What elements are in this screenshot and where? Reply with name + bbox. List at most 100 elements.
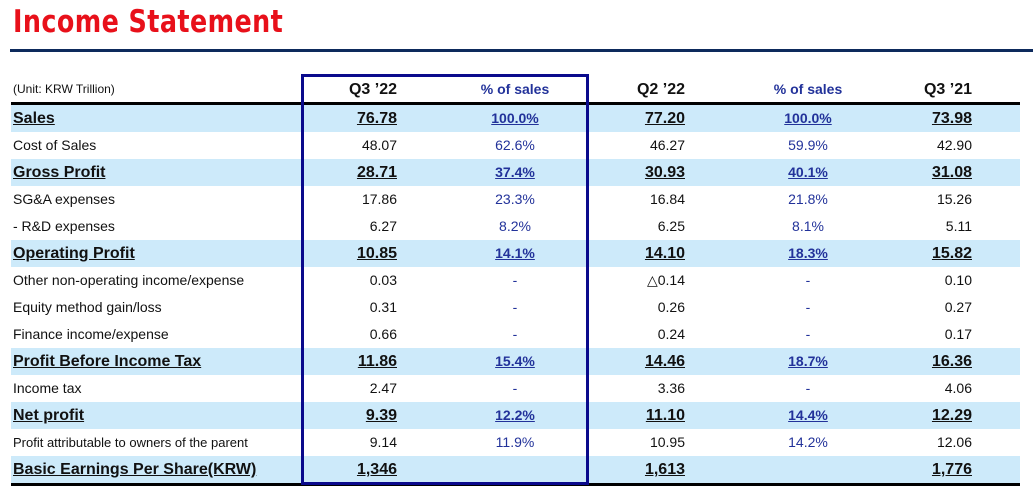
table-header: (Unit: KRW Trillion) Q3 ’22 % of sales Q… [11,77,1020,105]
q3-22-highlight-box [301,74,589,485]
row-label: Sales [13,110,55,127]
table-row: Equity method gain/loss 0.31 - 0.26 - 0.27 [11,294,1020,321]
table-row: Operating Profit 10.85 14.1% 14.10 18.3% 15.8… [11,240,1020,267]
col-header-pct-q3-22: % of sales [480,81,550,97]
value-q3-21: 42.90 [936,137,972,153]
value-q3-22: 0.66 [369,326,397,342]
value-q3-21: 5.11 [945,218,972,234]
col-header-q3-22: Q3 ’22 [348,81,397,98]
value-q3-22: 2.47 [369,380,397,396]
value-q2-22: 0.26 [657,299,685,315]
value-q3-21: 1,776 [931,461,972,478]
row-label: Profit attributable to owners of the par… [13,435,248,450]
page-title: Income Statement [13,4,284,40]
value-q3-22: 0.03 [369,272,397,288]
value-q3-21: 12.29 [931,407,972,424]
value-q2-22: 46.27 [649,137,685,153]
pct-q3-22: - [512,272,518,288]
pct-q3-22: 62.6% [495,137,535,153]
value-q3-21: 73.98 [931,110,972,127]
row-label: Net profit [13,407,85,424]
table-row: Sales 76.78 100.0% 77.20 100.0% 73.98 [11,105,1020,132]
pct-q2-22: 59.9% [788,137,828,153]
table-row: Gross Profit 28.71 37.4% 30.93 40.1% 31.08 [11,159,1020,186]
table-row: Income tax 2.47 - 3.36 - 4.06 [11,375,1020,402]
pct-q3-22: 23.3% [495,191,535,207]
table-row: Profit Before Income Tax 11.86 15.4% 14.46 1… [11,348,1020,375]
title-divider [10,49,1033,52]
row-label: Gross Profit [13,164,106,181]
value-q3-22: 9.39 [365,407,397,424]
table-row: SG&A expenses 17.86 23.3% 16.84 21.8% 15.26 [11,186,1020,213]
pct-q2-22: 18.7% [788,353,828,369]
col-header-q3-21: Q3 ’21 [923,81,972,98]
row-label: Basic Earnings Per Share(KRW) [13,461,257,478]
row-label: Other non-operating income/expense [13,272,245,288]
row-label: Cost of Sales [13,137,97,153]
value-q3-22: 0.31 [369,299,397,315]
table-row: - R&D expenses 6.27 8.2% 6.25 8.1% 5.11 [11,213,1020,240]
value-q2-22: 16.84 [649,191,685,207]
row-label: Operating Profit [13,245,135,262]
row-label: Finance income/expense [13,326,169,342]
pct-q2-22: 8.1% [792,218,824,234]
pct-q2-22: 40.1% [788,164,828,180]
value-q3-21: 31.08 [931,164,972,181]
pct-q3-22: - [512,326,518,342]
value-q2-22: 14.10 [644,245,685,262]
pct-q2-22: 21.8% [788,191,828,207]
row-label: SG&A expenses [13,191,115,207]
value-q3-22: 48.07 [361,137,397,153]
value-q3-21: 4.06 [944,380,972,396]
table-row: Net profit 9.39 12.2% 11.10 14.4% 12.29 [11,402,1020,429]
pct-q2-22: 14.2% [788,434,828,450]
pct-q3-22: 14.1% [495,245,535,261]
value-q3-22: 6.27 [369,218,397,234]
value-q3-22: 17.86 [361,191,397,207]
pct-q2-22: - [805,299,811,315]
value-q3-21: 0.27 [944,299,972,315]
row-label: Equity method gain/loss [13,299,162,315]
pct-q3-22: - [512,380,518,396]
pct-q3-22: 8.2% [499,218,531,234]
value-q2-22: 11.10 [645,407,685,424]
row-label: Income tax [13,380,82,396]
value-q2-22: 77.20 [644,110,685,127]
table-row: Cost of Sales 48.07 62.6% 46.27 59.9% 42.90 [11,132,1020,159]
row-label: - R&D expenses [13,218,115,234]
value-q3-22: 28.71 [356,164,397,181]
value-q3-21: 16.36 [931,353,972,370]
value-q3-22: 1,346 [356,461,397,478]
value-q3-21: 0.10 [944,272,972,288]
row-label: Profit Before Income Tax [13,353,202,370]
value-q3-22: 9.14 [369,434,397,450]
value-q3-21: 12.06 [936,434,972,450]
pct-q2-22: - [805,326,811,342]
col-header-pct-q2-22: % of sales [773,81,843,97]
pct-q3-22: 37.4% [495,164,535,180]
pct-q2-22: - [805,380,811,396]
table-row: Other non-operating income/expense 0.03 - △… [11,267,1020,294]
value-q2-22: 1,613 [644,461,685,478]
pct-q3-22: 12.2% [495,407,535,423]
col-header-q2-22: Q2 ’22 [636,81,685,98]
value-q3-21: 0.17 [944,326,972,342]
pct-q2-22: 100.0% [784,110,832,126]
value-q2-22: △0.14 [646,272,685,288]
table-row: Finance income/expense 0.66 - 0.24 - 0.17 [11,321,1020,348]
value-q3-21: 15.82 [931,245,972,262]
value-q2-22: 6.25 [657,218,685,234]
value-q2-22: 0.24 [657,326,685,342]
pct-q3-22: 15.4% [495,353,535,369]
value-q2-22: 30.93 [644,164,685,181]
value-q3-22: 10.85 [356,245,397,262]
pct-q2-22: - [805,272,811,288]
value-q3-21: 15.26 [936,191,972,207]
pct-q3-22: - [512,299,518,315]
unit-label: (Unit: KRW Trillion) [13,82,115,96]
table-row: Profit attributable to owners of the par… [11,429,1020,456]
value-q2-22: 3.36 [657,380,685,396]
value-q2-22: 14.46 [644,353,685,370]
pct-q2-22: 18.3% [788,245,828,261]
pct-q2-22: 14.4% [788,407,828,423]
